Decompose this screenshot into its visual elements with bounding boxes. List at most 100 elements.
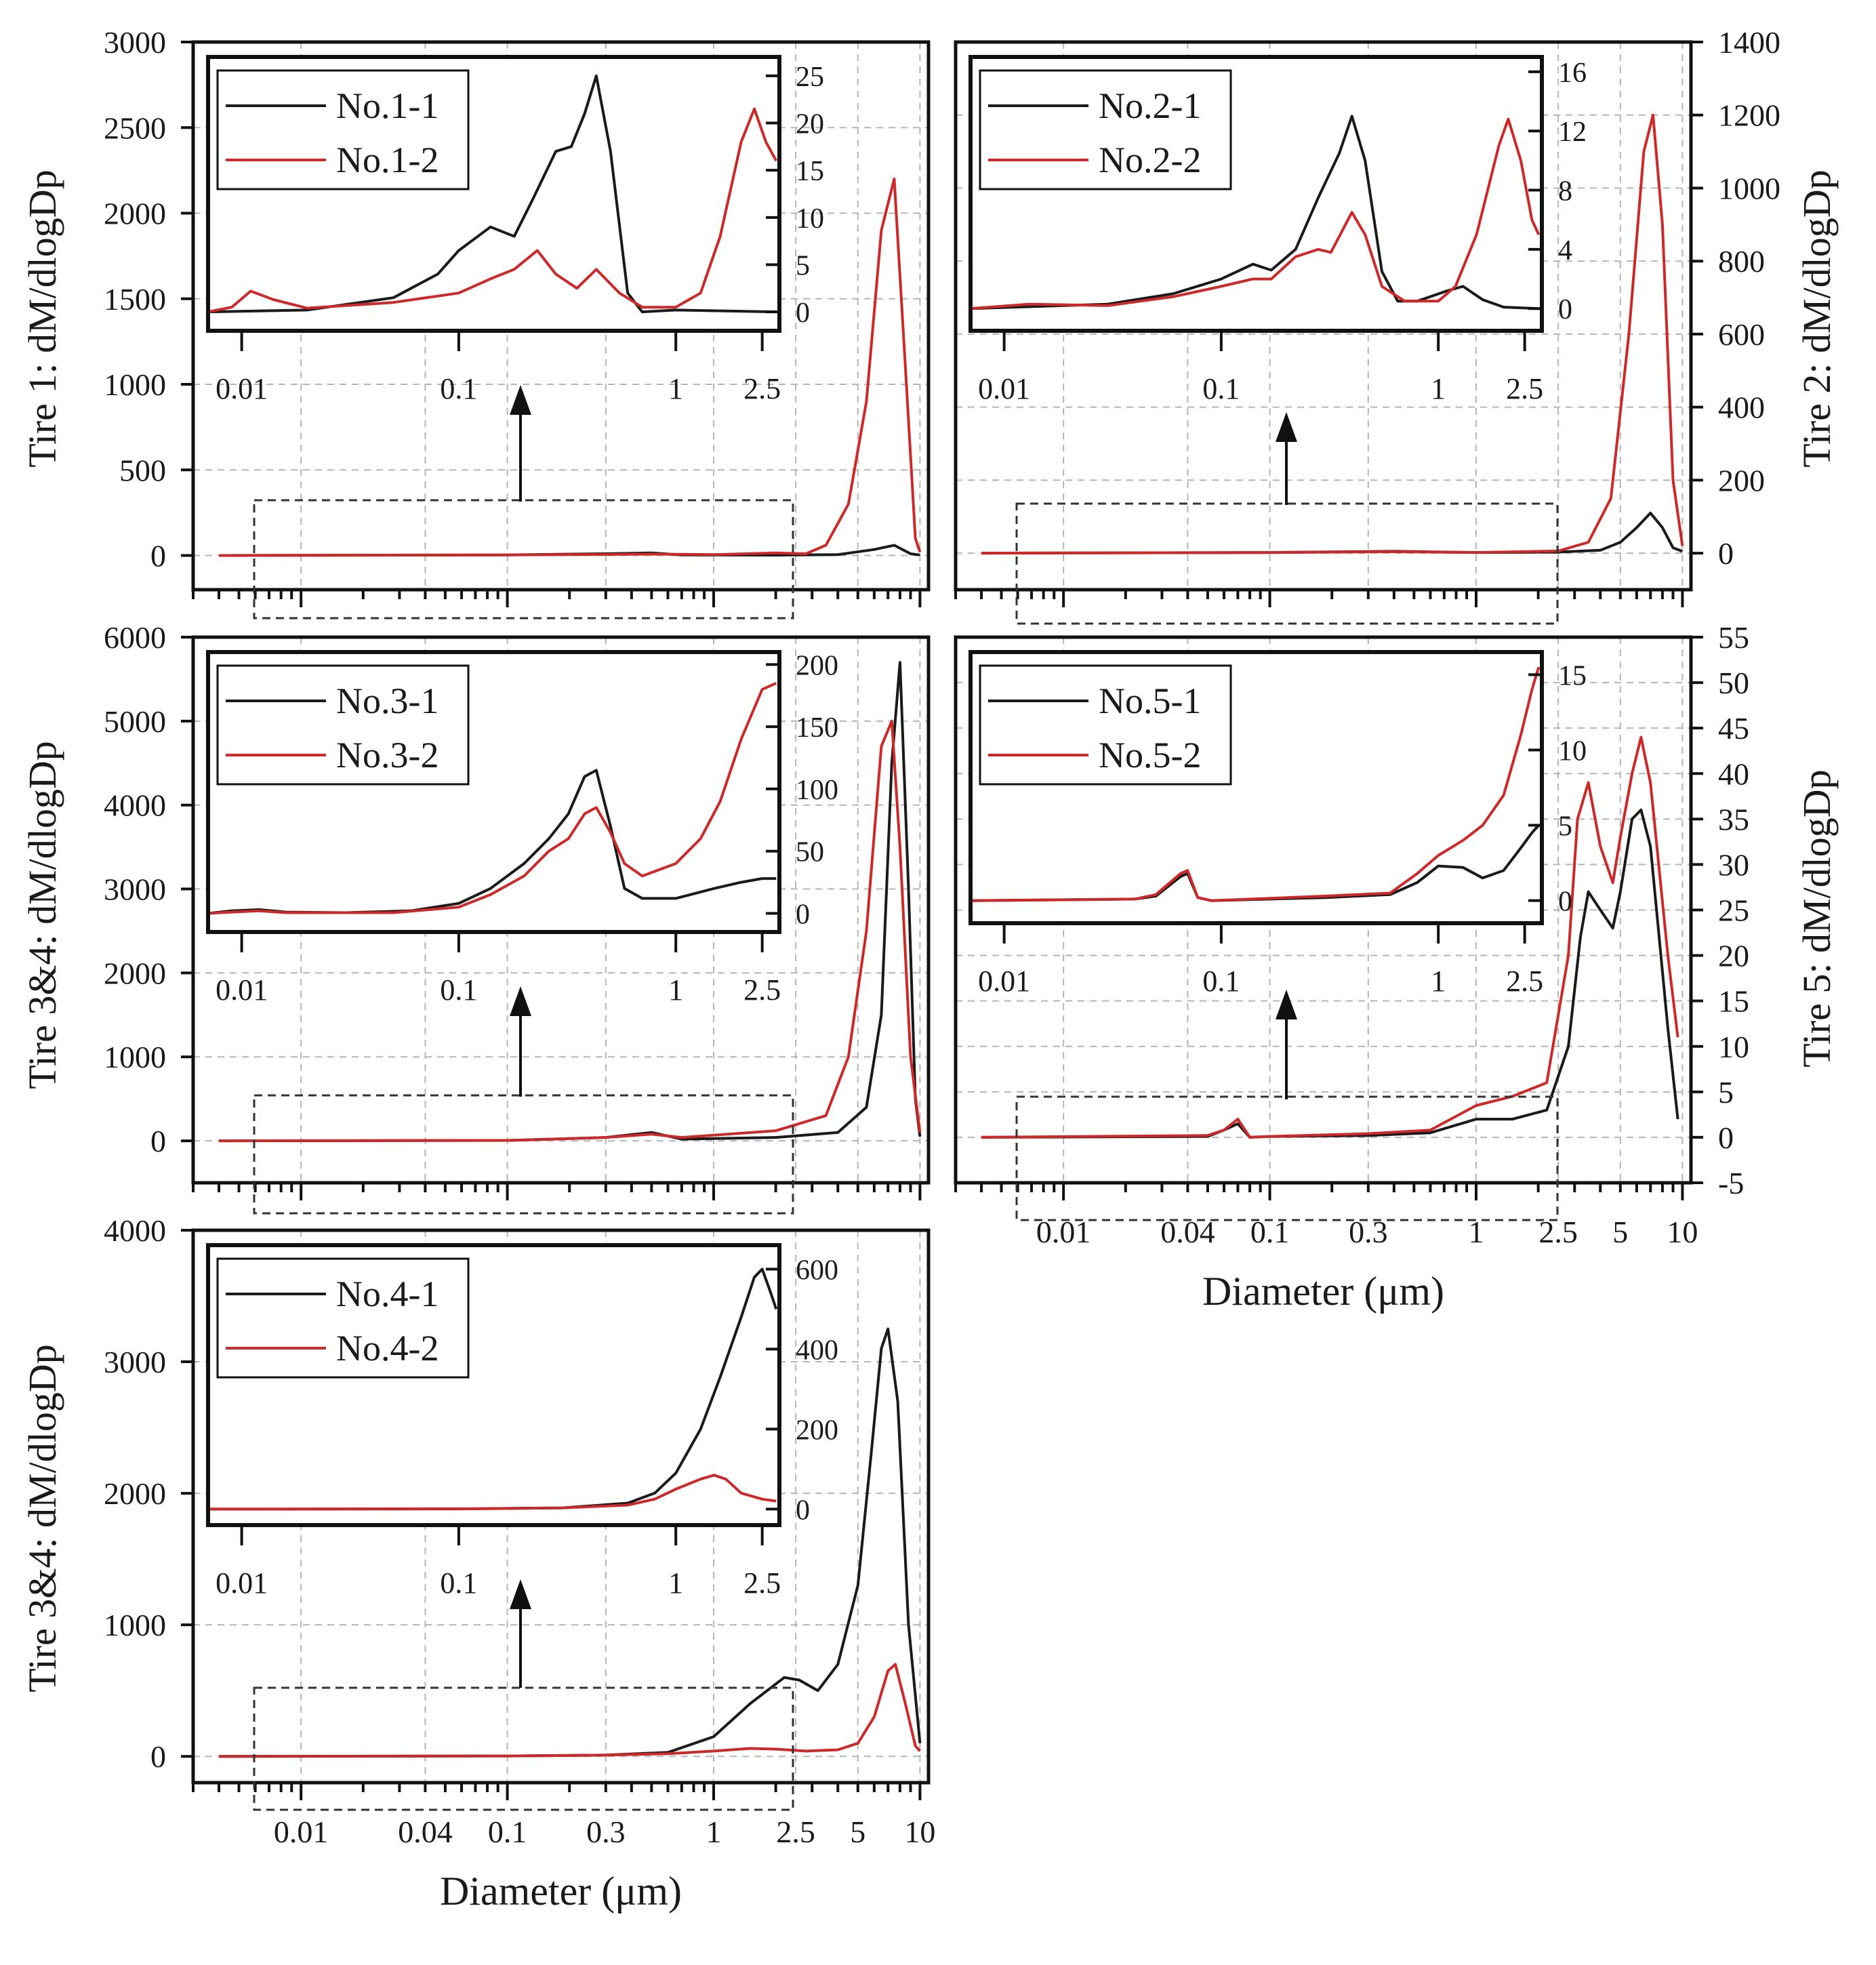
y-tick-label: 25 <box>1718 893 1749 928</box>
inset-x-tick-label: 0.1 <box>440 973 477 1007</box>
inset-y-tick-label: 150 <box>796 712 838 744</box>
inset-legend: No.2-1 No.2-2 <box>979 69 1232 190</box>
y-axis-label: Tire 3&4: dM/dlogDp <box>20 1344 64 1692</box>
x-tick-label: 10 <box>904 1815 935 1849</box>
series-line-No.1-2 <box>218 178 922 557</box>
y-tick-label: 35 <box>1718 802 1749 836</box>
inset-y-tick-label: 200 <box>796 650 838 681</box>
inset-x-tick-label: 0.01 <box>216 1566 268 1600</box>
y-tick-label: 15 <box>1718 984 1749 1019</box>
y-tick-label: 0 <box>1718 1120 1734 1155</box>
y-axis: 0 500 1000 1500 2000 2500 3000 <box>104 25 193 573</box>
inset-x-tick-label: 2.5 <box>743 372 781 405</box>
x-axis-label: Diameter (μm) <box>1202 1269 1444 1314</box>
inset-legend: No.4-1 No.4-2 <box>216 1257 470 1379</box>
zoom-region-box <box>253 499 794 620</box>
x-tick-label: 0.01 <box>274 1815 329 1849</box>
y-tick-label: 3000 <box>104 872 166 907</box>
x-tick-label: 2.5 <box>776 1815 815 1849</box>
y-tick-label: 1400 <box>1718 25 1780 60</box>
inset-frame <box>968 650 1544 925</box>
inset-x-tick-label: 0.01 <box>216 372 268 405</box>
legend-label: No.5-2 <box>1099 735 1201 775</box>
y-axis-label: Tire 3&4: dM/dlogDp <box>20 741 64 1089</box>
x-tick-label: 2.5 <box>1538 1215 1578 1249</box>
inset-legend: No.5-1 No.5-2 <box>979 664 1232 786</box>
x-tick-label: 0.04 <box>398 1815 453 1849</box>
x-axis-ticks <box>192 1183 922 1200</box>
legend-entry: No.5-2 <box>988 735 1201 775</box>
x-axis-ticks <box>954 590 1684 607</box>
y-tick-label: 800 <box>1718 244 1765 279</box>
inset-tire34a: 0.01 0.1 1 2.5 0 50 100 150 200 No.3-1 No.3-2 <box>206 650 838 1007</box>
zoom-arrow-head <box>510 986 531 1016</box>
series-line-No.3-2 <box>218 719 922 1143</box>
inset-tire34b: 0.01 0.1 1 2.5 0 200 400 600 No.4-1 No.4-2 <box>206 1243 838 1600</box>
chart-tire1: 0 500 1000 1500 2000 2500 3000 Tire 1: dM/dlogD… <box>20 25 931 620</box>
legend-box <box>216 1257 470 1379</box>
legend-box <box>979 69 1232 190</box>
inset-y-tick-label: 0 <box>1558 294 1572 325</box>
inset-tire5: 0.01 0.1 1 2.5 0 5 10 15 No.5-1 No.5-2 <box>968 650 1587 998</box>
plot-frame <box>954 40 1693 592</box>
y-tick-label: 5 <box>1718 1075 1734 1110</box>
chart-tire2: 0 200 400 600 800 1000 1200 1400 Tire 2: dM/dlog… <box>954 25 1839 625</box>
inset-series-line-No.5-1 <box>970 824 1540 902</box>
x-axis-ticks <box>192 1783 922 1800</box>
y-tick-label: 1200 <box>1718 98 1780 133</box>
legend-label: No.2-2 <box>1099 140 1201 180</box>
inset-y-tick-label: 5 <box>1558 811 1572 843</box>
legend-label: No.1-1 <box>336 85 439 126</box>
zoom-arrow-head <box>510 385 531 415</box>
y-tick-label: 0 <box>150 539 166 573</box>
y-tick-label: 45 <box>1718 711 1749 746</box>
y-tick-label: 30 <box>1718 847 1749 882</box>
legend-label: No.5-1 <box>1099 681 1201 721</box>
inset-tire1: 0.01 0.1 1 2.5 0 5 10 15 20 25 No.1-1 No.1-2 <box>206 55 824 405</box>
y-tick-label: 6000 <box>104 620 166 655</box>
y-axis: -5 0 5 10 15 20 25 30 35 40 45 50 55 <box>1691 620 1749 1200</box>
legend-box <box>216 69 470 190</box>
inset-x-ticks: 0.01 0.1 1 2.5 <box>978 331 1543 405</box>
inset-legend: No.3-1 No.3-2 <box>216 664 470 786</box>
inset-x-tick-label: 0.1 <box>1202 965 1240 998</box>
inset-y-tick-label: 5 <box>796 250 810 281</box>
inset-frame <box>206 1243 781 1527</box>
x-axis-ticks <box>954 1183 1684 1200</box>
legend-label: No.4-1 <box>336 1274 439 1314</box>
inset-y-tick-label: 50 <box>796 837 824 868</box>
y-tick-label: 0 <box>150 1124 166 1158</box>
x-tick-label: 1 <box>1468 1215 1484 1249</box>
inset-y-tick-label: 4 <box>1558 235 1572 266</box>
y-tick-label: 50 <box>1718 666 1749 700</box>
legend-entry: No.5-1 <box>988 681 1201 721</box>
y-tick-label: 1000 <box>104 1040 166 1074</box>
zoom-arrow-head <box>1276 990 1297 1019</box>
y-tick-label: 40 <box>1718 756 1749 791</box>
inset-x-ticks: 0.01 0.1 1 2.5 <box>216 331 781 405</box>
y-axis: 0 1000 2000 3000 4000 5000 6000 <box>104 620 193 1158</box>
legend-label: No.2-1 <box>1099 85 1201 126</box>
y-tick-label: 3000 <box>104 1345 166 1379</box>
inset-y-tick-label: 20 <box>796 109 824 140</box>
y-tick-label: 10 <box>1718 1030 1749 1064</box>
legend-entry: No.1-1 <box>226 85 439 126</box>
series-line-No.2-2 <box>981 113 1684 555</box>
inset-series-line-No.2-2 <box>970 117 1541 310</box>
y-tick-label: 1000 <box>1718 171 1780 205</box>
y-axis: 0 1000 2000 3000 4000 <box>104 1213 193 1774</box>
inset-x-ticks: 0.01 0.1 1 2.5 <box>216 1525 781 1600</box>
inset-x-tick-label: 2.5 <box>743 973 781 1007</box>
plot-frame <box>191 40 931 592</box>
y-tick-label: 4000 <box>104 1213 166 1248</box>
inset-x-tick-label: 1 <box>668 973 683 1007</box>
inset-x-tick-label: 0.01 <box>978 372 1030 405</box>
inset-y-tick-label: 0 <box>796 298 810 329</box>
y-tick-label: 1000 <box>104 367 166 402</box>
x-axis-ticks <box>192 590 922 607</box>
y-tick-label: 400 <box>1718 390 1765 425</box>
legend-label: No.3-1 <box>336 681 439 721</box>
